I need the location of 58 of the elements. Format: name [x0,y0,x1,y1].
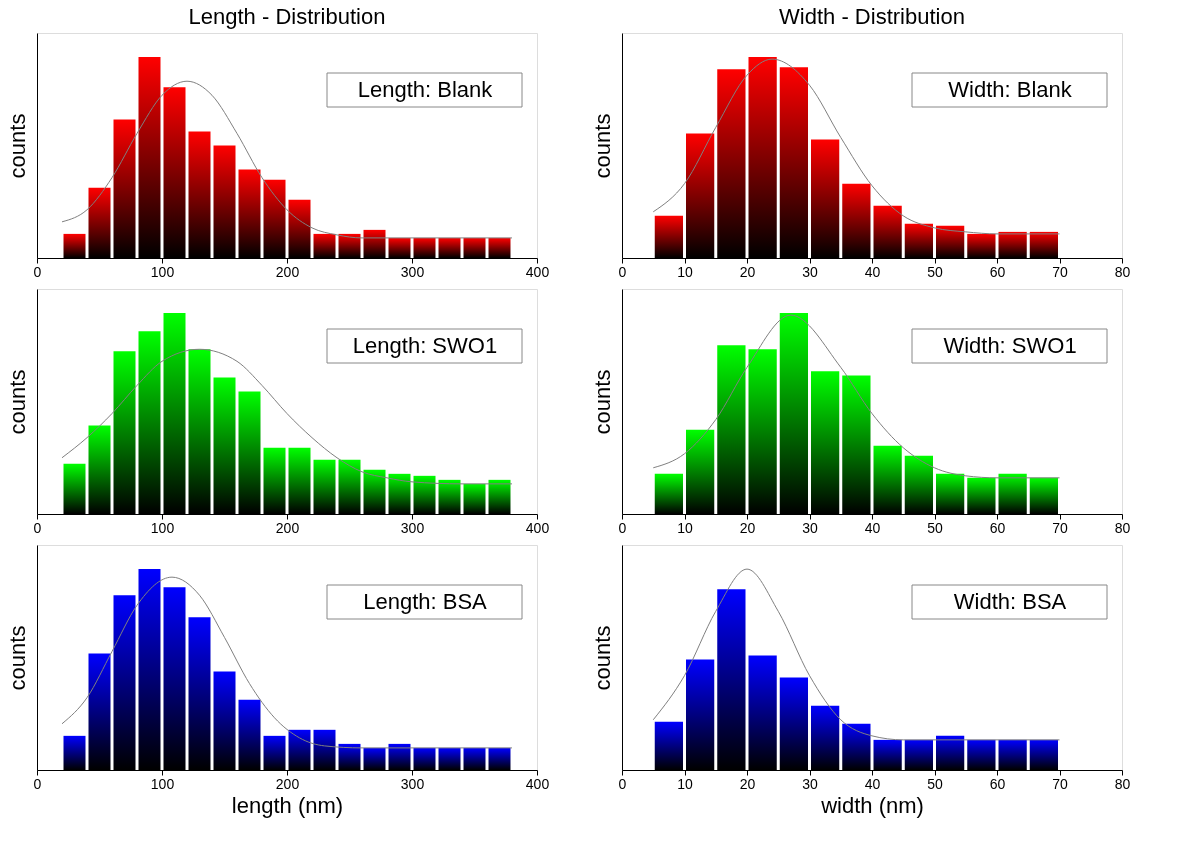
x-tick-label: 20 [739,775,756,792]
x-tick-label: 0 [33,775,42,792]
x-tick-label: 20 [739,519,756,536]
y-axis-title: counts [4,625,30,691]
chart-title: Width - Distribution [779,4,965,29]
x-tick-label: 40 [864,775,881,792]
x-tick-label: 50 [927,263,943,280]
x-tick-label: 30 [802,519,818,536]
x-tick-label: 30 [802,775,818,792]
x-tick-label: 80 [1114,263,1131,280]
x-tick-label: 10 [677,263,693,280]
x-axis-title: width (nm) [820,792,924,818]
y-axis-title: counts [589,113,615,179]
annotation: Length: Blank [357,77,494,102]
x-tick-label: 0 [33,263,42,280]
x-tick-label: 0 [618,263,627,280]
y-axis-title: counts [4,369,30,435]
x-tick-label: 40 [864,519,881,536]
x-tick-label: 400 [525,519,550,536]
x-tick-label: 60 [989,775,1006,792]
x-tick-label: 0 [33,519,42,536]
x-tick-label: 20 [739,263,756,280]
y-axis-title: counts [4,113,30,179]
x-tick-label: 50 [927,519,943,536]
x-tick-label: 80 [1114,519,1131,536]
x-tick-label: 70 [1052,519,1068,536]
x-tick-label: 50 [927,775,943,792]
x-tick-label: 100 [150,775,175,792]
x-tick-label: 200 [275,519,300,536]
x-tick-label: 200 [275,263,300,280]
x-tick-label: 10 [677,775,693,792]
annotation: Width: BSA [953,589,1067,614]
x-tick-label: 30 [802,263,818,280]
annotation: Length: BSA [363,589,488,614]
x-axis-title: length (nm) [231,792,344,818]
x-tick-label: 0 [618,775,627,792]
x-tick-label: 300 [400,519,425,536]
x-tick-label: 300 [400,775,425,792]
x-tick-label: 300 [400,263,425,280]
x-tick-label: 200 [275,775,300,792]
annotation: Width: Blank [948,77,1073,102]
x-tick-label: 70 [1052,775,1068,792]
annotation: Width: SWO1 [943,333,1077,358]
x-tick-label: 70 [1052,263,1068,280]
x-tick-label: 40 [864,263,881,280]
x-tick-label: 100 [150,519,175,536]
x-tick-label: 10 [677,519,693,536]
x-tick-label: 0 [618,519,627,536]
y-axis-title: counts [589,625,615,691]
x-tick-label: 100 [150,263,175,280]
chart-title: Length - Distribution [188,4,386,29]
x-tick-label: 400 [525,263,550,280]
x-tick-label: 60 [989,263,1006,280]
y-axis-title: counts [589,369,615,435]
annotation: Length: SWO1 [352,333,498,358]
x-tick-label: 60 [989,519,1006,536]
x-tick-label: 400 [525,775,550,792]
x-tick-label: 80 [1114,775,1131,792]
